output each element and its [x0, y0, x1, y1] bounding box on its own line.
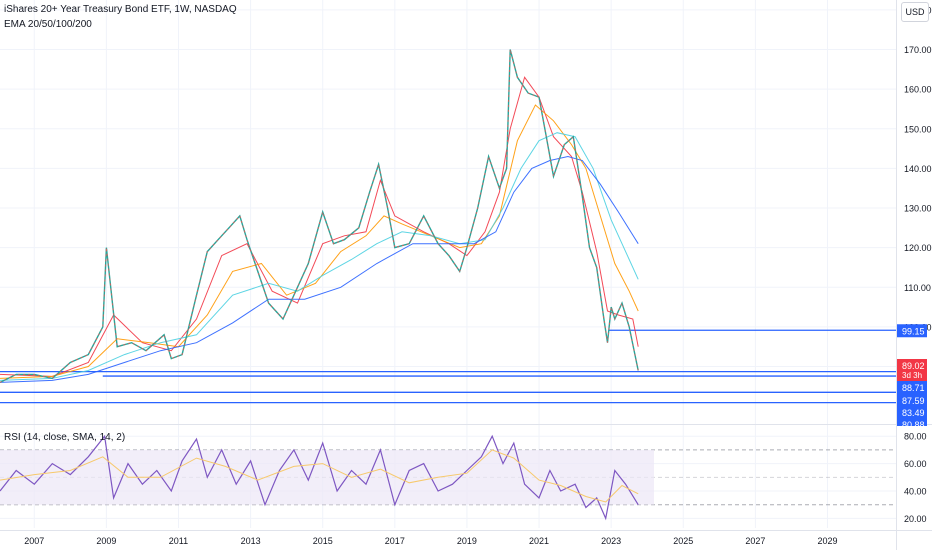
- y-tick-110.00: 110.00: [904, 283, 931, 293]
- level-label-80.88-bg: [897, 418, 927, 426]
- series-rsi: [0, 434, 639, 521]
- y-tick-130.00: 130.00: [904, 204, 932, 214]
- grid-lines: [0, 0, 896, 528]
- x-tick-2007: 2007: [24, 536, 44, 546]
- level-label-87.59-bg: [897, 394, 927, 407]
- x-tick-2027: 2027: [745, 536, 765, 546]
- y-tick-120.00: 120.00: [904, 243, 932, 253]
- rsi-y-tick-40.00: 40.00: [904, 487, 927, 497]
- level-label-88.71-bg: [897, 381, 927, 394]
- x-tick-2013: 2013: [241, 536, 261, 546]
- x-tick-2017: 2017: [385, 536, 405, 546]
- x-tick-2015: 2015: [313, 536, 333, 546]
- x-tick-2021: 2021: [529, 536, 549, 546]
- x-tick-2029: 2029: [817, 536, 837, 546]
- rsi-y-tick-20.00: 20.00: [904, 514, 927, 524]
- level-label-80.88: 80.88: [902, 420, 925, 430]
- x-tick-2011: 2011: [169, 536, 188, 546]
- x-tick-2019: 2019: [457, 536, 477, 546]
- level-label-99.15: 99.15: [902, 326, 925, 336]
- level-label-87.59: 87.59: [902, 396, 925, 406]
- series-rsi-based-ma: [0, 449, 639, 503]
- level-label-99.15-bg: [897, 324, 927, 338]
- support-levels: [0, 329, 896, 404]
- currency-button[interactable]: USD: [901, 2, 929, 22]
- series-ema-50: [0, 104, 639, 379]
- series-price-up: [0, 49, 639, 384]
- y-tick-160.00: 160.00: [904, 85, 932, 95]
- y-tick-150.00: 150.00: [904, 124, 932, 134]
- y-tick-170.00: 170.00: [904, 45, 932, 55]
- last-price-label: 89.02: [902, 361, 925, 371]
- x-tick-2009: 2009: [96, 536, 116, 546]
- symbol-title[interactable]: iShares 20+ Year Treasury Bond ETF, 1W, …: [4, 4, 237, 15]
- level-label-83.49-bg: [897, 406, 927, 419]
- level-label-88.71: 88.71: [902, 383, 925, 393]
- last-price-label-bg: [897, 359, 927, 381]
- x-tick-2025: 2025: [673, 536, 693, 546]
- series-price-down: [0, 49, 639, 383]
- level-label-83.49: 83.49: [902, 408, 925, 418]
- series-ema-100: [0, 132, 639, 381]
- rsi-legend[interactable]: RSI (14, close, SMA, 14, 2): [4, 432, 126, 443]
- price-series: [0, 49, 639, 384]
- time-axis: 2007 2009 2011 2013 2015 2017 2019 2021 2023 2025…: [24, 536, 837, 546]
- rsi-y-tick-60.00: 60.00: [904, 459, 927, 469]
- ema-legend[interactable]: EMA 20/50/100/200: [4, 19, 92, 30]
- x-tick-2023: 2023: [601, 536, 621, 546]
- price-axis: 180.00170.00160.00150.00140.00130.00120.…: [904, 5, 932, 524]
- y-tick-140.00: 140.00: [904, 164, 932, 174]
- rsi-y-tick-80.00: 80.00: [904, 432, 927, 442]
- last-price-label-countdown: 3d 3h: [902, 371, 922, 380]
- rsi-series: [0, 434, 639, 521]
- series-ema-200: [0, 155, 639, 383]
